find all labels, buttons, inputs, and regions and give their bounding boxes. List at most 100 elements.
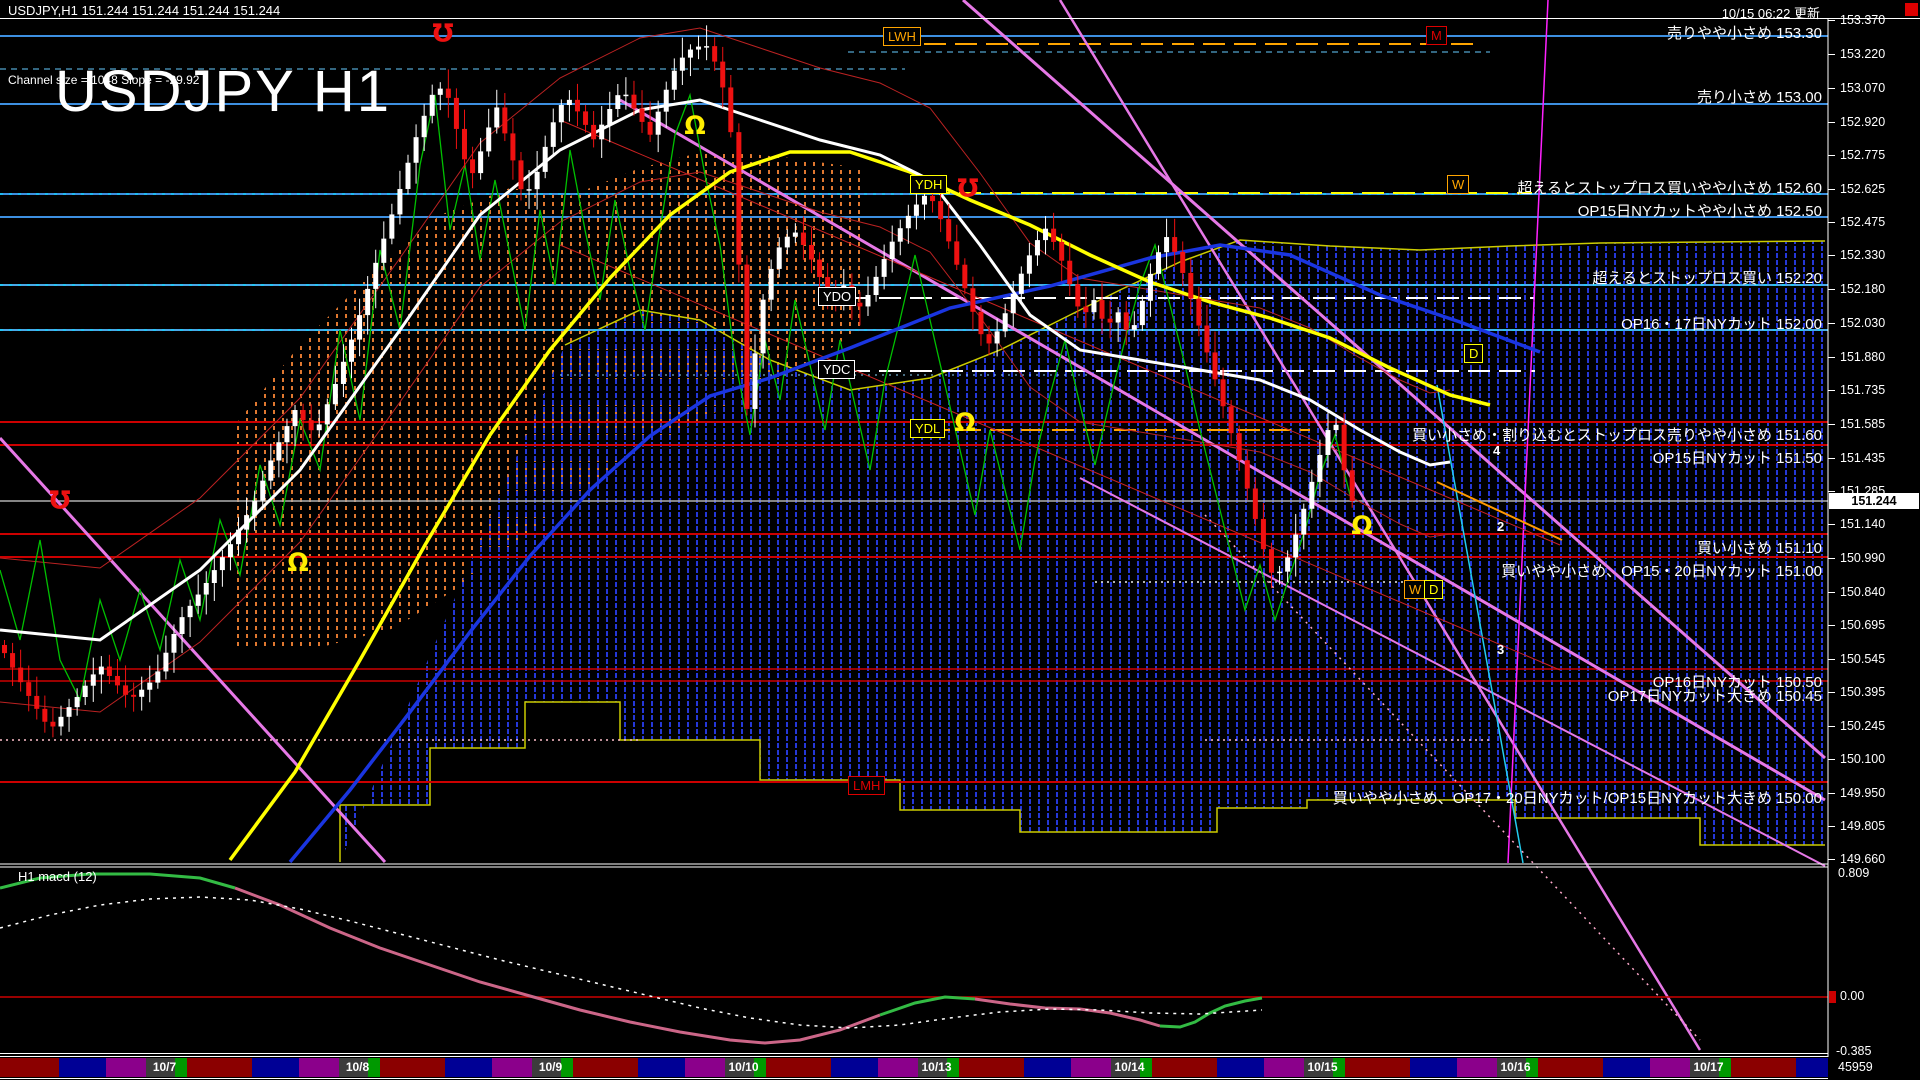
- level-annotation: OP15日NYカットやや小さめ 152.50: [1577, 203, 1822, 220]
- axis-tick-label: 150.245: [1840, 719, 1886, 733]
- candle-body: [857, 302, 863, 307]
- macd-min-label: -0.385: [1836, 1044, 1872, 1058]
- candle-body: [1091, 300, 1097, 313]
- watermark-symbol: USDJPY H1: [55, 59, 392, 124]
- date-label: 10/16: [1500, 1060, 1531, 1074]
- session-block: [186, 1058, 252, 1077]
- session-block: [637, 1058, 685, 1077]
- pivot-box-d: D: [1464, 344, 1484, 363]
- date-label: 10/9: [538, 1060, 563, 1074]
- candle-body: [18, 667, 24, 683]
- level-annotation: 買い小さめ・割り込むとストップロス売りやや小さめ 151.60: [1411, 427, 1822, 444]
- session-block: [1689, 1058, 1719, 1077]
- candle-body: [349, 339, 355, 362]
- candle-body: [930, 195, 936, 202]
- axis-tick: [1828, 558, 1835, 559]
- candle-body: [244, 515, 250, 530]
- session-block: [251, 1058, 299, 1077]
- axis-tick-label: 152.625: [1840, 182, 1886, 196]
- axis-tick: [1828, 20, 1835, 21]
- axis-tick-label: 151.435: [1840, 451, 1886, 465]
- pivot-box-w: W: [1404, 580, 1427, 599]
- ma-yellow: [228, 150, 1491, 862]
- candle-body: [123, 685, 129, 695]
- candle-body: [1244, 460, 1250, 489]
- session-block: [753, 1058, 766, 1077]
- session-block: [531, 1058, 561, 1077]
- trend-line: [1436, 481, 1563, 541]
- axis-tick-label: 152.920: [1840, 115, 1886, 129]
- chart-frame: [0, 18, 1920, 1079]
- session-block: [1496, 1058, 1526, 1077]
- session-block: [1602, 1058, 1650, 1077]
- candle-body: [946, 219, 952, 242]
- pivot-box-ydo: YDO: [818, 287, 857, 306]
- cloud-top-boundary: [564, 239, 1826, 391]
- channel-info: Channel size = 1048 Slope = -29.92: [8, 73, 200, 87]
- level-annotation: 買い小さめ 151.10: [1696, 540, 1822, 557]
- axis-tick-label: 149.660: [1840, 852, 1886, 866]
- axis-tick: [1828, 122, 1835, 123]
- candle-body: [324, 404, 330, 425]
- candle-body: [381, 238, 387, 263]
- axis-tick: [1828, 793, 1835, 794]
- session-block: [1795, 1058, 1828, 1077]
- session-block: [491, 1058, 532, 1077]
- ma-white: [0, 98, 1451, 642]
- axis-tick-label: 150.695: [1840, 618, 1886, 632]
- session-timeline-strip[interactable]: 10/7 10/8 10/9 10/10 10/13 10/14 10/15 10/16 10/…: [0, 1058, 1828, 1077]
- candle-body: [607, 109, 613, 125]
- candle-body: [954, 241, 960, 265]
- candle-body: [195, 594, 201, 606]
- candle-body: [663, 89, 669, 112]
- reversal-symbol: Ω: [1351, 511, 1372, 540]
- session-block: [367, 1058, 380, 1077]
- session-block: [298, 1058, 339, 1077]
- session-block: [174, 1058, 187, 1077]
- candle-body: [526, 189, 532, 191]
- candle-body: [1293, 534, 1299, 558]
- candle-body: [1349, 470, 1355, 501]
- candle-body: [1018, 273, 1024, 294]
- macd-panel[interactable]: [0, 872, 1828, 1045]
- date-label: 10/13: [921, 1060, 952, 1074]
- candle-body: [453, 97, 459, 129]
- current-price-tag: 151.244: [1829, 493, 1919, 509]
- candle-body: [1083, 306, 1089, 313]
- session-block: [1110, 1058, 1140, 1077]
- candle-body: [332, 383, 338, 405]
- candle-body: [1196, 298, 1202, 326]
- candle-body: [98, 666, 104, 675]
- candle-body: [357, 315, 363, 340]
- axis-tick-label: 151.880: [1840, 350, 1886, 364]
- trend-lines[interactable]: [0, 0, 1826, 1051]
- candle-body: [316, 424, 322, 431]
- candle-body: [494, 107, 500, 128]
- candle-body: [558, 105, 564, 123]
- candle-body: [655, 111, 661, 135]
- session-block: [1216, 1058, 1264, 1077]
- candle-body: [809, 244, 814, 260]
- candle-body: [276, 442, 282, 461]
- candle-body: [510, 133, 516, 161]
- candle-body: [1228, 406, 1234, 434]
- candle-body: [1139, 300, 1145, 326]
- session-block: [1070, 1058, 1111, 1077]
- candle-body: [252, 500, 258, 516]
- trend-line: [962, 0, 1826, 760]
- axis-tick: [1828, 726, 1835, 727]
- candle-body: [219, 557, 225, 571]
- candle-body: [131, 694, 137, 697]
- candle-body: [1010, 293, 1016, 314]
- level-annotation: OP17日NYカット大きめ 150.45: [1607, 688, 1822, 705]
- trend-line: [1058, 0, 1702, 1051]
- candle-body: [865, 295, 871, 307]
- axis-tick: [1828, 625, 1835, 626]
- corner-indicator[interactable]: [1905, 3, 1918, 16]
- candle-body: [542, 146, 548, 172]
- session-block: [1718, 1058, 1731, 1077]
- candle-body: [34, 695, 40, 709]
- candle-body: [2, 645, 7, 654]
- candle-body: [913, 204, 919, 216]
